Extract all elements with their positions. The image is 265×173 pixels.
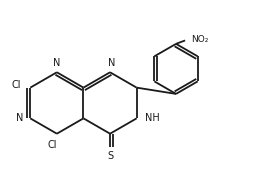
Text: N: N: [16, 113, 23, 123]
Text: N: N: [108, 58, 115, 68]
Text: NO₂: NO₂: [191, 35, 208, 44]
Text: Cl: Cl: [12, 80, 21, 90]
Text: Cl: Cl: [48, 140, 57, 150]
Text: N: N: [53, 58, 61, 68]
Text: NH: NH: [145, 113, 159, 123]
Text: S: S: [107, 151, 113, 161]
